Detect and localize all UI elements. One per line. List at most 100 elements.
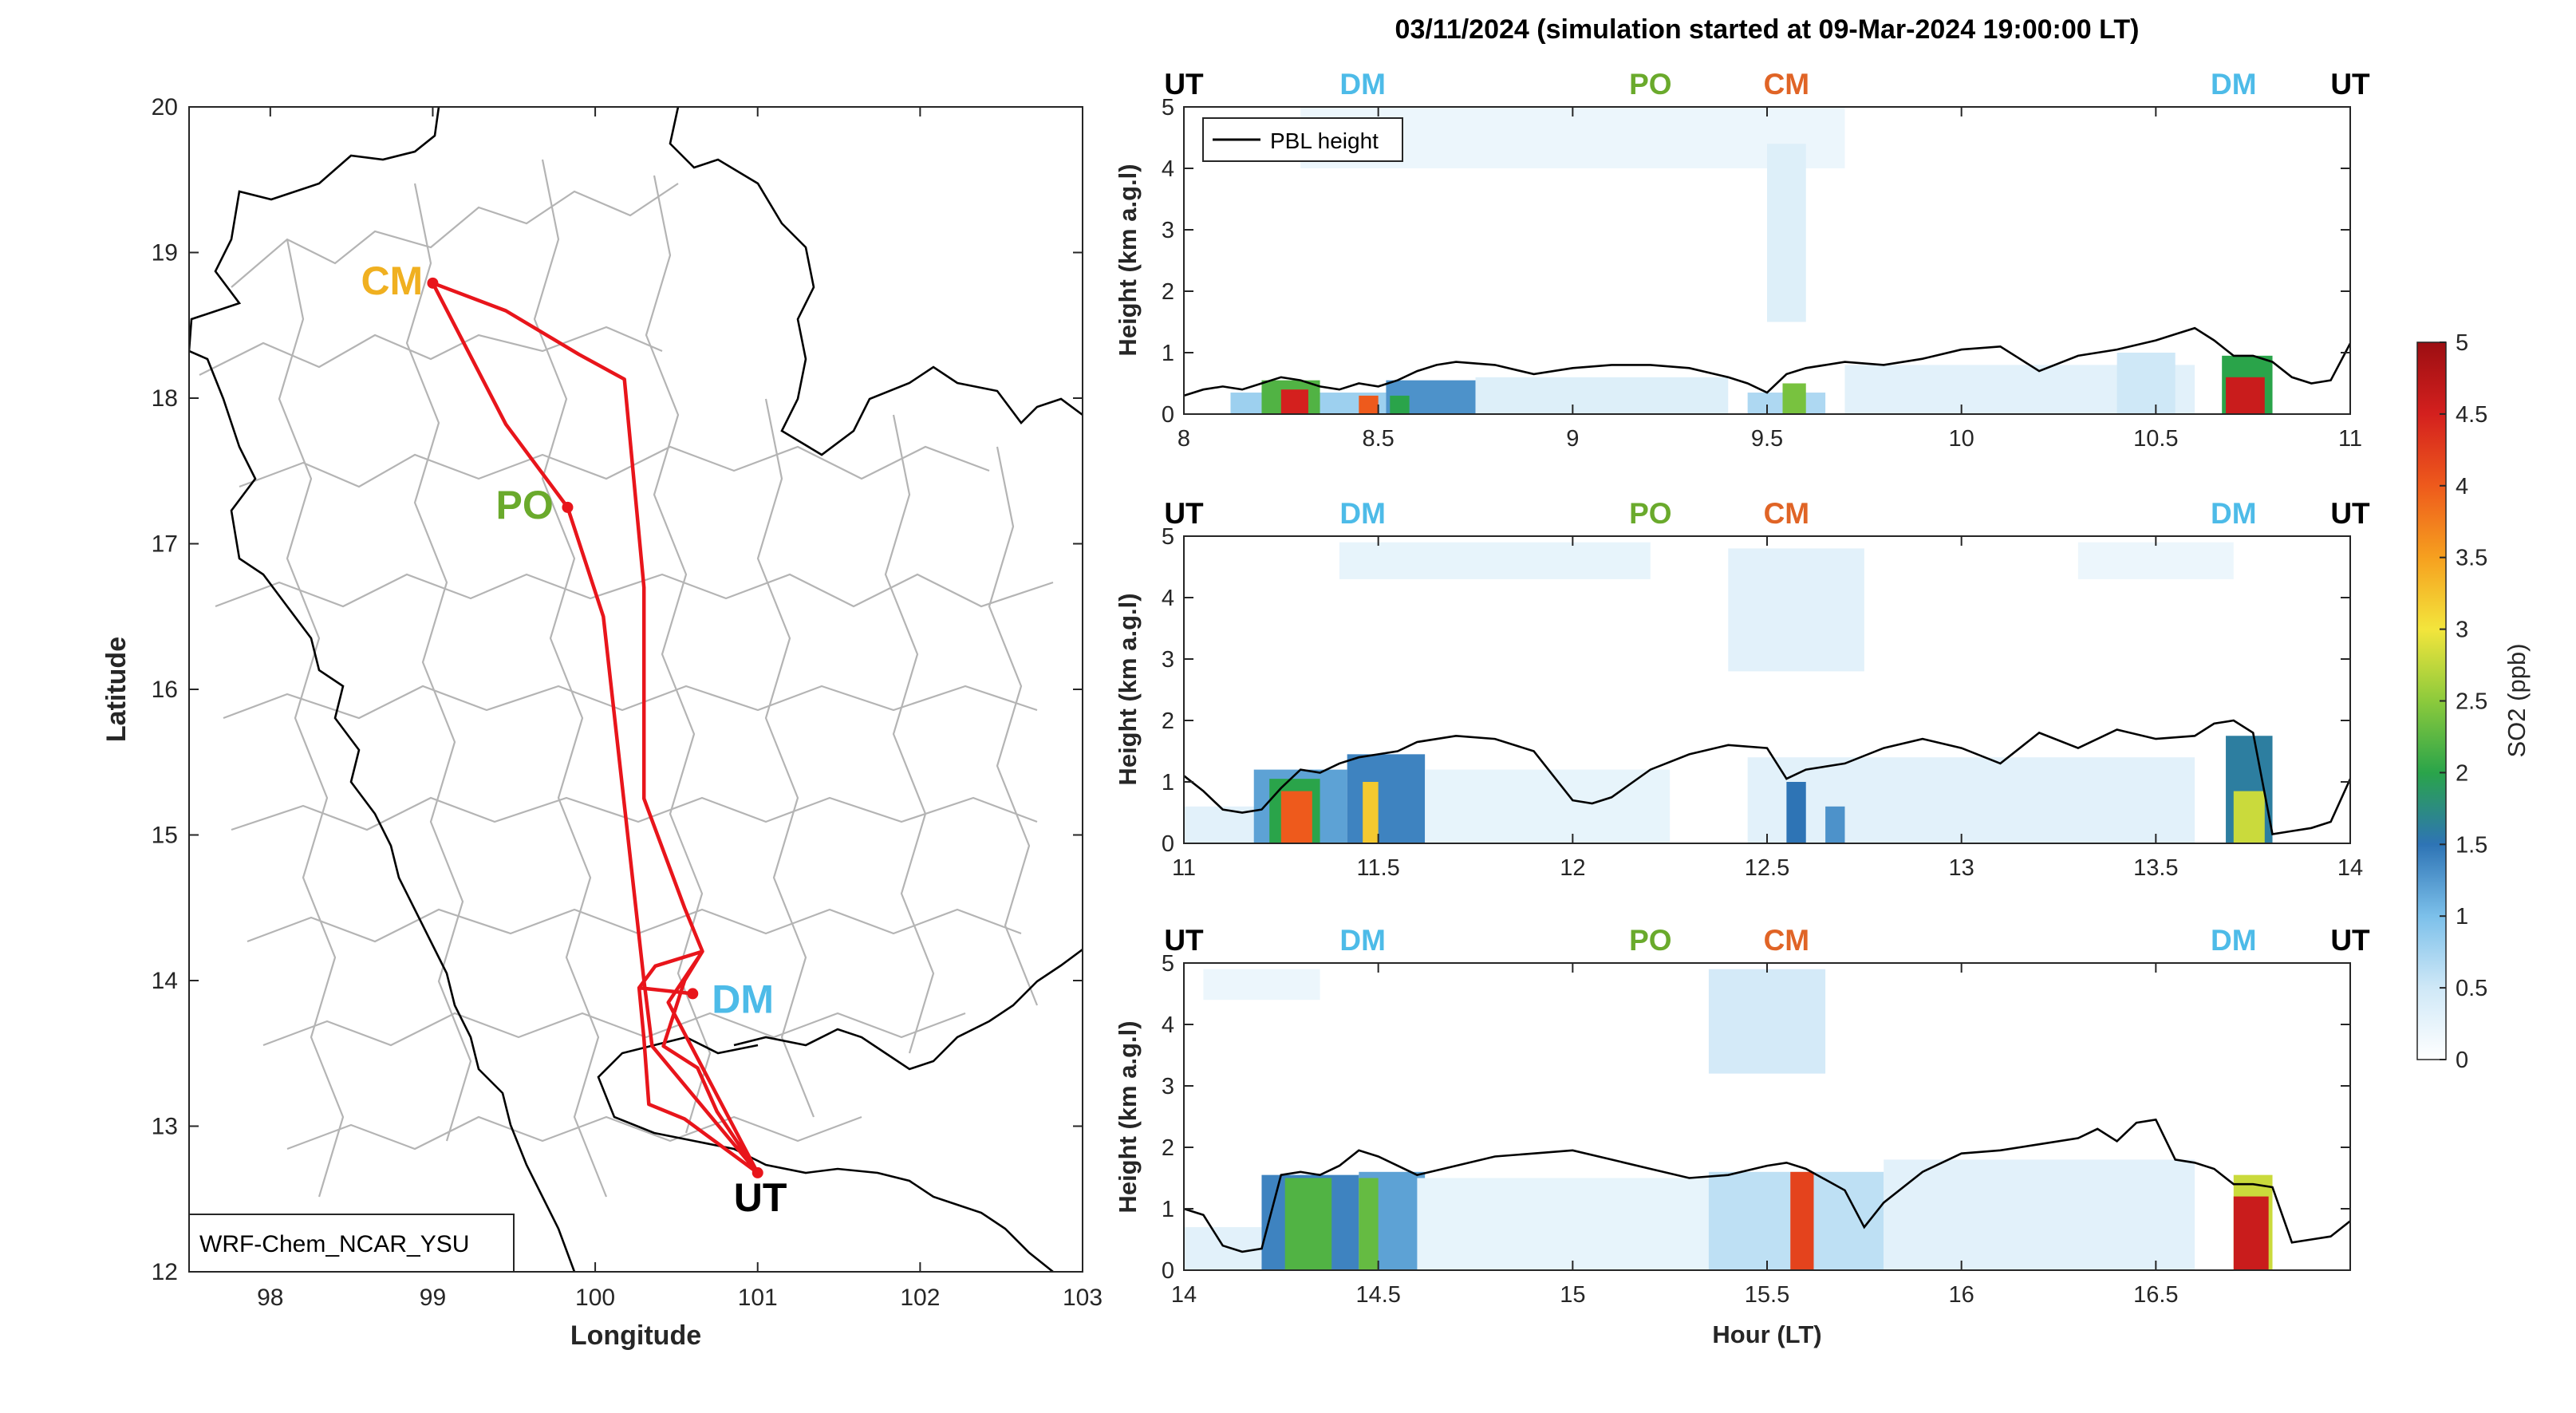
map-ylabel: Latitude: [101, 637, 132, 742]
so2-cell-1-11: [1390, 395, 1410, 414]
map-xtick-label-4: 102: [900, 1285, 940, 1311]
so2-field-1: [1230, 107, 2273, 414]
p3-ytick-label-5: 5: [1162, 951, 1174, 977]
profile-axes-1: 8 8.5 9 9.5 10 10.5 11 0 1 2 3 4 5: [1162, 95, 2362, 452]
so2-cell-1-7: [1767, 144, 1806, 322]
p1-site-label-dm-1: DM: [1339, 68, 1386, 101]
so2-cell-1-2: [1475, 377, 1729, 414]
p1-ytick-label-2: 2: [1162, 279, 1174, 305]
profile-panel-3: 14 14.5 15 15.5 16 16.5 0 1 2 3 4 5 UT DM PO CM DM UT He…: [1114, 924, 2370, 1348]
so2-cell-2-9: [1280, 791, 1312, 843]
map-xtick-label-2: 100: [575, 1285, 615, 1311]
so2-field-2: [1184, 542, 2273, 843]
p1-site-label-dm-4: DM: [2211, 68, 2257, 101]
so2-cell-3-10: [1790, 1171, 1814, 1270]
p3-site-label-dm-1: DM: [1339, 924, 1386, 957]
p2-xtick-label-0: 11: [1172, 855, 1196, 881]
map-xtick-label-0: 98: [257, 1285, 283, 1311]
site-label-cm: CM: [361, 259, 423, 303]
colorbar-tick-label-3: 1.5: [2456, 832, 2487, 858]
profile-xlabel-3: Hour (LT): [1712, 1320, 1821, 1348]
so2-cell-1-9: [1280, 389, 1308, 414]
p1-xtick-label-5: 10.5: [2133, 426, 2178, 452]
map-xtick-label-1: 99: [420, 1285, 446, 1311]
p2-xtick-label-2: 12: [1560, 855, 1585, 881]
colorbar-tick-label-10: 5: [2456, 330, 2468, 356]
map-axes: 98 99 100 101 102 103 12 13 14 15 16 17 18 19 20: [152, 94, 1103, 1311]
colorbar-tick-label-8: 4: [2456, 474, 2468, 499]
colorbar: 0 0.5 1 1.5 2 2.5 3 3.5 4 4.5 5 SO2 (ppb): [2416, 330, 2531, 1073]
country-boundaries: [189, 107, 1083, 1272]
p3-site-label-cm-3: CM: [1764, 924, 1810, 957]
p1-xtick-label-1: 8.5: [1363, 426, 1395, 452]
p2-ytick-label-5: 5: [1162, 524, 1174, 550]
p2-site-label-po-2: PO: [1629, 497, 1671, 530]
map-ytick-label-8: 20: [152, 94, 178, 120]
so2-cell-2-11: [1786, 782, 1806, 843]
p2-site-label-ut-5: UT: [2330, 497, 2370, 530]
colorbar-tick-label-5: 2.5: [2456, 689, 2487, 715]
pbl-legend-label: PBL height: [1270, 128, 1379, 153]
p1-ytick-label-1: 1: [1162, 341, 1174, 366]
model-annotation: WRF-Chem_NCAR_YSU: [188, 1214, 515, 1273]
p3-xtick-label-1: 14.5: [1355, 1282, 1400, 1308]
so2-cell-3-12: [2233, 1196, 2269, 1270]
p3-xtick-label-5: 16.5: [2133, 1282, 2178, 1308]
p3-site-label-ut-5: UT: [2330, 924, 2370, 957]
pbl-line-2: [1184, 719, 2350, 835]
map-xtick-label-3: 101: [738, 1285, 778, 1311]
colorbar-label: SO2 (ppb): [2503, 643, 2531, 757]
p2-site-label-dm-1: DM: [1339, 497, 1386, 530]
figure-title: 03/11/2024 (simulation started at 09-Mar…: [1395, 14, 2140, 45]
site-marker-dm: [687, 988, 699, 1000]
p3-xtick-label-3: 15.5: [1745, 1282, 1789, 1308]
so2-cell-2-3: [1425, 769, 1671, 843]
p2-xtick-label-5: 13.5: [2133, 855, 2178, 881]
map-xlabel: Longitude: [570, 1320, 701, 1351]
colorbar-tick-label-7: 3.5: [2456, 546, 2487, 571]
p2-ytick-label-3: 3: [1162, 647, 1174, 673]
site-marker-cm: [427, 277, 439, 289]
p2-site-label-dm-4: DM: [2211, 497, 2257, 530]
colorbar-ticks: 0 0.5 1 1.5 2 2.5 3 3.5 4 4.5 5: [2440, 330, 2487, 1073]
route-line: [431, 281, 759, 1175]
map-ytick-label-2: 14: [152, 968, 178, 994]
p3-xtick-label-0: 14: [1171, 1282, 1197, 1308]
profile-ylabel-2: Height (km a.g.l): [1114, 593, 1142, 785]
p2-xtick-label-1: 11.5: [1357, 855, 1400, 881]
so2-cell-2-12: [1825, 806, 1845, 843]
p1-site-label-cm-3: CM: [1764, 68, 1810, 101]
so2-cell-2-14: [2233, 791, 2265, 843]
so2-cell-2-7: [2077, 542, 2234, 579]
p3-ytick-label-0: 0: [1162, 1258, 1174, 1284]
model-annotation-text: WRF-Chem_NCAR_YSU: [199, 1231, 469, 1257]
so2-cell-3-7: [1708, 969, 1826, 1074]
map-borders: [189, 107, 1083, 1272]
profile-panel-1: 8 8.5 9 9.5 10 10.5 11 0 1 2 3 4 5 UT DM PO CM DM UT Heig…: [1114, 68, 2370, 452]
p2-ytick-label-4: 4: [1162, 586, 1174, 611]
profile-ylabel-1: Height (km a.g.l): [1114, 164, 1142, 356]
map-ytick-label-0: 12: [152, 1259, 178, 1285]
map-ytick-label-3: 15: [152, 823, 178, 849]
p1-site-label-po-2: PO: [1629, 68, 1671, 101]
p2-site-label-ut-0: UT: [1164, 497, 1204, 530]
pbl-line-1: [1184, 326, 2350, 397]
p1-ytick-label-5: 5: [1162, 95, 1174, 120]
p1-xtick-label-0: 8: [1178, 426, 1190, 452]
p3-ytick-label-1: 1: [1162, 1197, 1174, 1222]
map-ytick-label-1: 13: [152, 1114, 178, 1140]
so2-cell-2-6: [1728, 548, 1864, 672]
p3-site-label-ut-0: UT: [1164, 924, 1204, 957]
p2-xtick-label-3: 12.5: [1745, 855, 1789, 881]
p2-ytick-label-2: 2: [1162, 708, 1174, 734]
profile-axes-3: 14 14.5 15 15.5 16 16.5 0 1 2 3 4 5: [1162, 951, 2350, 1308]
site-label-po: PO: [495, 483, 553, 527]
route-path: [431, 281, 759, 1175]
site-label-dm: DM: [712, 977, 774, 1021]
so2-cell-3-9: [1359, 1178, 1379, 1270]
pbl-legend: PBL height: [1202, 117, 1403, 162]
p2-ytick-label-1: 1: [1162, 770, 1174, 795]
site-marker-ut: [751, 1166, 763, 1178]
